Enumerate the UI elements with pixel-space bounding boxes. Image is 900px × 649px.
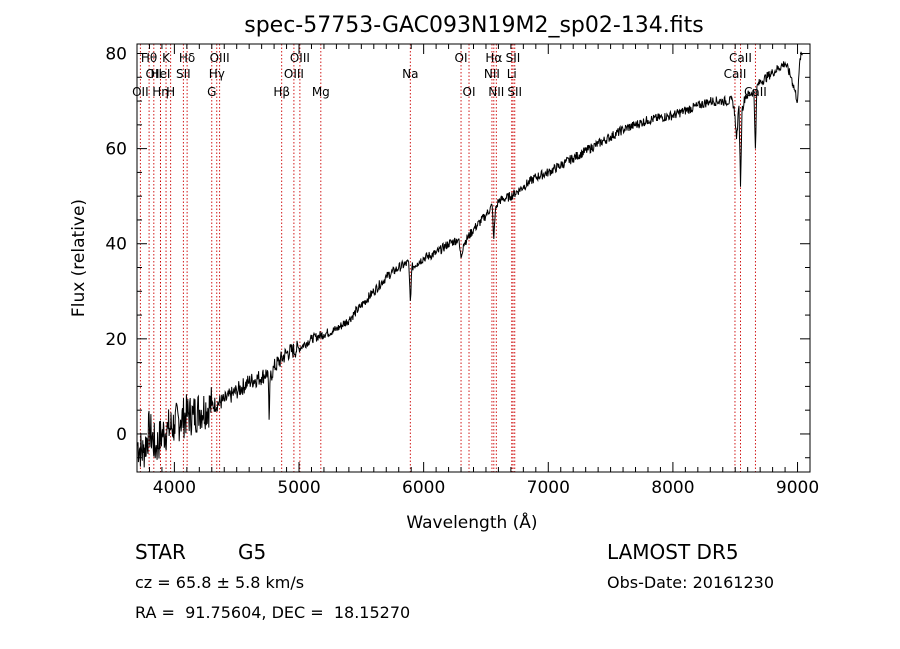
x-tick-label-1: 5000 <box>277 478 320 498</box>
line-label-17: OI <box>455 51 468 65</box>
line-label-19: NII <box>484 67 500 81</box>
survey-name: LAMOST DR5 <box>607 540 739 564</box>
line-label-13: OIII <box>284 67 304 81</box>
line-label-9: G <box>207 85 216 99</box>
x-axis: 4000 5000 6000 7000 8000 9000 <box>148 44 819 498</box>
line-label-24: SII <box>507 85 522 99</box>
y-tick-label-1: 20 <box>105 330 127 350</box>
x-tick-label-5: 9000 <box>776 478 819 498</box>
line-label-26: CaII <box>729 51 752 65</box>
observation-date: Obs-Date: 20161230 <box>607 573 775 592</box>
line-label-23: SII <box>506 51 521 65</box>
y-tick-label-2: 40 <box>105 235 127 255</box>
x-tick-label-2: 6000 <box>402 478 445 498</box>
line-label-10: Hγ <box>209 67 225 81</box>
x-tick-label-4: 8000 <box>651 478 694 498</box>
line-label-21: NII <box>488 85 504 99</box>
line-label-1: OII <box>146 67 163 81</box>
x-tick-label-3: 7000 <box>527 478 570 498</box>
line-label-11: OIII <box>210 51 230 65</box>
line-label-6: HeI <box>150 67 170 81</box>
line-label-14: OIII <box>290 51 310 65</box>
line-label-5: H <box>166 85 175 99</box>
line-label-8: Hδ <box>179 51 195 65</box>
y-tick-label-4: 80 <box>105 45 127 65</box>
object-subclass: G5 <box>238 540 267 564</box>
line-label-0: Hθ <box>141 51 157 65</box>
x-tick-label-0: 4000 <box>153 478 196 498</box>
y-tick-label-3: 60 <box>105 140 127 160</box>
x-axis-label: Wavelength (Å) <box>406 511 537 533</box>
spectrum-line <box>136 51 803 468</box>
y-tick-label-0: 0 <box>116 425 127 445</box>
coordinates: RA = 91.75604, DEC = 18.15270 <box>135 603 411 622</box>
y-axis-label: Flux (relative) <box>69 199 89 317</box>
chart-title: spec-57753-GAC093N19M2_sp02-134.fits <box>244 13 704 38</box>
object-class: STAR <box>135 540 186 564</box>
line-label-15: Mg <box>312 85 330 99</box>
plot-frame <box>136 43 811 473</box>
line-label-16: Na <box>402 67 418 81</box>
line-label-2: OII <box>132 85 149 99</box>
line-label-18: OI <box>463 85 476 99</box>
line-label-20: Hα <box>485 51 502 65</box>
line-label-12: Hβ <box>273 85 290 99</box>
y-axis: 0 20 40 60 80 <box>105 45 810 459</box>
line-label-4: K <box>162 51 171 65</box>
redshift-cz: cz = 65.8 ± 5.8 km/s <box>135 573 305 592</box>
line-label-25: CaII <box>724 67 747 81</box>
emission-line-markers <box>139 44 756 472</box>
line-label-22: Li <box>507 67 517 81</box>
line-label-3: Hη <box>152 85 169 99</box>
line-label-7: SII <box>176 67 191 81</box>
